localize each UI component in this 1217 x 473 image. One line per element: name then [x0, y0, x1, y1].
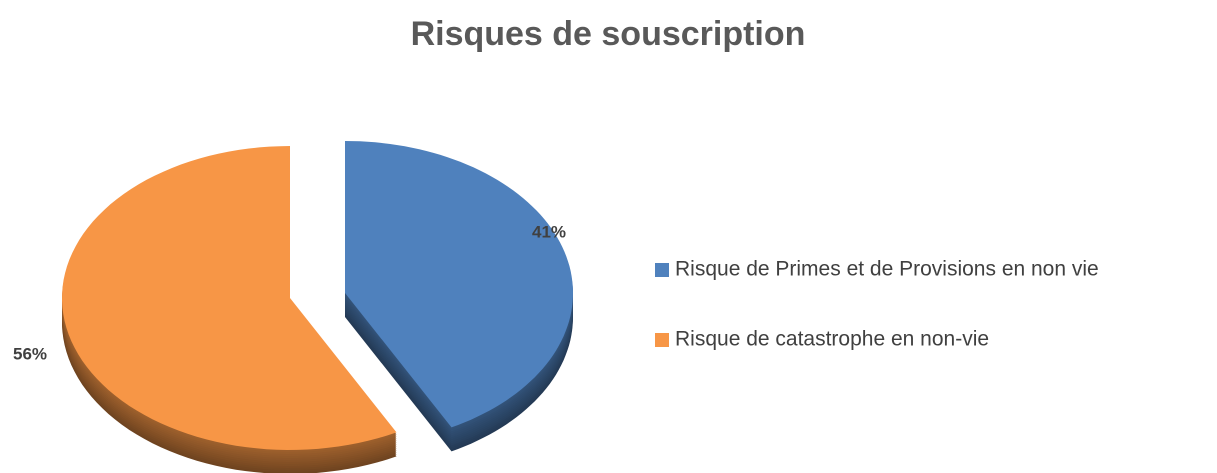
data-label: 56% [13, 344, 47, 363]
slice [345, 141, 573, 428]
legend-label: Risque de Primes et de Provisions en non… [675, 258, 1099, 281]
slice [62, 146, 397, 450]
legend-swatch [655, 333, 669, 347]
legend-label: Risque de catastrophe en non-vie [675, 328, 989, 351]
data-label: 41% [532, 222, 566, 241]
chart-title: Risques de souscription [411, 15, 806, 53]
legend-swatch [655, 263, 669, 277]
